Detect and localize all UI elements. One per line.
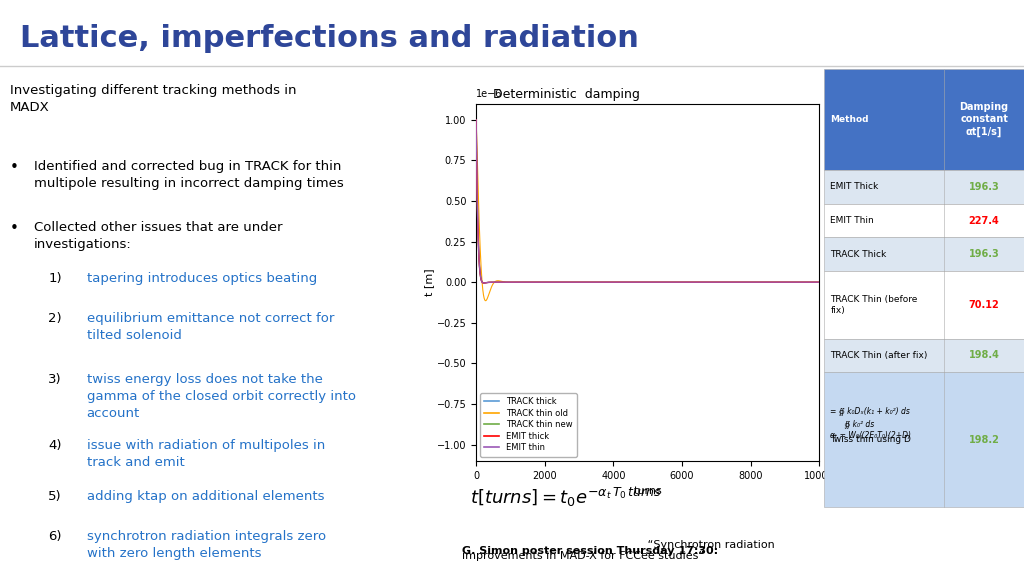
- Text: Investigating different tracking methods in
MADX: Investigating different tracking methods…: [9, 84, 296, 114]
- FancyBboxPatch shape: [824, 69, 1024, 170]
- FancyBboxPatch shape: [824, 372, 1024, 507]
- Text: 196.3: 196.3: [969, 182, 999, 192]
- Text: 227.4: 227.4: [969, 215, 999, 226]
- Text: •: •: [9, 160, 18, 175]
- Legend: TRACK thick, TRACK thin old, TRACK thin new, EMIT thick, EMIT thin: TRACK thick, TRACK thin old, TRACK thin …: [480, 393, 577, 457]
- Text: Method: Method: [830, 115, 868, 124]
- Text: •: •: [9, 221, 18, 236]
- Text: Collected other issues that are under
investigations:: Collected other issues that are under in…: [34, 221, 283, 251]
- FancyBboxPatch shape: [824, 204, 1024, 237]
- Text: 3): 3): [48, 373, 61, 386]
- Text: 196.3: 196.3: [969, 249, 999, 259]
- FancyBboxPatch shape: [824, 271, 1024, 339]
- Text: twiss energy loss does not take the
gamma of the closed orbit correctly into
acc: twiss energy loss does not take the gamm…: [87, 373, 355, 420]
- Text: “Synchrotron radiation
improvements in MAD-X for FCCee studies”: “Synchrotron radiation improvements in M…: [462, 540, 775, 562]
- FancyBboxPatch shape: [824, 339, 1024, 372]
- Text: 198.4: 198.4: [969, 350, 999, 361]
- Text: equilibrium emittance not correct for
tilted solenoid: equilibrium emittance not correct for ti…: [87, 312, 334, 342]
- Text: G. Simon poster session Thursday 17:30:: G. Simon poster session Thursday 17:30:: [462, 545, 718, 556]
- Text: TRACK Thick: TRACK Thick: [830, 250, 887, 259]
- Text: Damping
constant
αt[1/s]: Damping constant αt[1/s]: [959, 102, 1009, 137]
- Y-axis label: t [m]: t [m]: [424, 268, 434, 296]
- Text: $t[turns] = t_0 e^{-\alpha_t \, T_0 \, turns}$: $t[turns] = t_0 e^{-\alpha_t \, T_0 \, t…: [470, 486, 663, 509]
- Text: Lattice, imperfections and radiation: Lattice, imperfections and radiation: [20, 24, 639, 52]
- Text: 1): 1): [48, 272, 61, 285]
- Text: tapering introduces optics beating: tapering introduces optics beating: [87, 272, 316, 285]
- Text: Twiss thin using D: Twiss thin using D: [830, 435, 911, 444]
- Text: EMIT Thick: EMIT Thick: [830, 183, 879, 191]
- FancyBboxPatch shape: [824, 170, 1024, 204]
- Text: 70.12: 70.12: [969, 300, 999, 310]
- Text: 198.2: 198.2: [969, 434, 999, 445]
- Text: = ∯ k₀Dₓ(k₁ + k₀²) ds
      ∯ k₀² ds
αₜ = W₀/(2E₀T₀)(2+D): = ∯ k₀Dₓ(k₁ + k₀²) ds ∯ k₀² ds αₜ = W₀/(…: [830, 407, 911, 441]
- Text: TRACK Thin (after fix): TRACK Thin (after fix): [830, 351, 928, 360]
- FancyBboxPatch shape: [824, 237, 1024, 271]
- Text: synchrotron radiation integrals zero
with zero length elements: synchrotron radiation integrals zero wit…: [87, 530, 326, 560]
- X-axis label: turns: turns: [633, 486, 663, 496]
- Text: 1e−6: 1e−6: [476, 89, 503, 98]
- Text: EMIT Thin: EMIT Thin: [830, 216, 874, 225]
- Text: 4): 4): [48, 439, 61, 452]
- Text: 5): 5): [48, 490, 61, 503]
- Text: 2): 2): [48, 312, 61, 325]
- Text: Identified and corrected bug in TRACK for thin
multipole resulting in incorrect : Identified and corrected bug in TRACK fo…: [34, 160, 343, 190]
- Text: Deterministic  damping: Deterministic damping: [494, 88, 640, 101]
- Text: 6): 6): [48, 530, 61, 543]
- Text: issue with radiation of multipoles in
track and emit: issue with radiation of multipoles in tr…: [87, 439, 325, 469]
- Text: adding ktap on additional elements: adding ktap on additional elements: [87, 490, 325, 503]
- Text: TRACK Thin (before
fix): TRACK Thin (before fix): [830, 295, 918, 315]
